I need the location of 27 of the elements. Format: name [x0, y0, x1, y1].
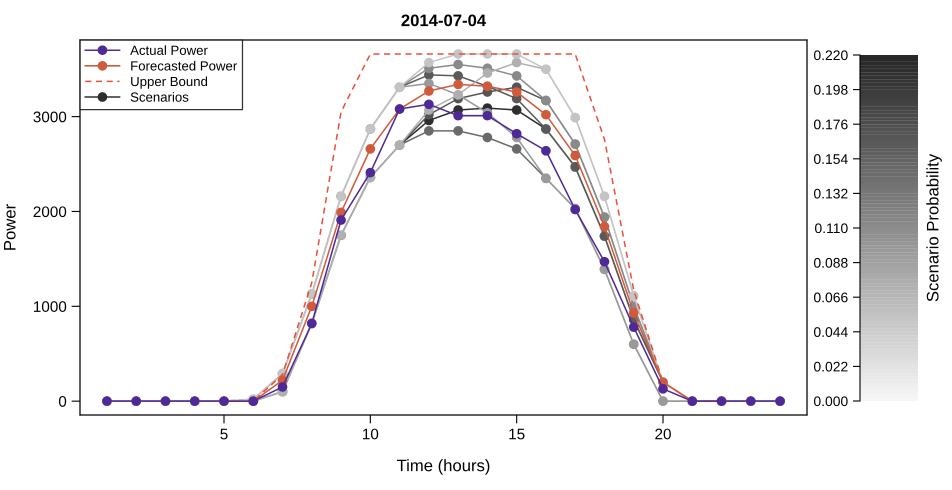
color-bar-label: 0.044 — [814, 327, 848, 337]
color-bar-label: 0.154 — [814, 154, 848, 164]
color-bar-title: Scenario Probability — [926, 154, 942, 302]
legend-label: Actual Power — [130, 45, 208, 55]
x-tick-label: 10 — [363, 428, 378, 440]
color-bar-label: 0.000 — [814, 396, 848, 406]
x-axis-title: Time (hours) — [396, 459, 490, 475]
chart-title: 2014-07-04 — [401, 14, 486, 26]
x-tick-label: 20 — [655, 428, 671, 440]
color-bar-label: 0.022 — [814, 362, 848, 372]
legend-label: Scenarios — [130, 92, 188, 102]
y-axis-title: Power — [4, 204, 16, 250]
color-bar-label: 0.198 — [814, 84, 848, 95]
color-bar-label: 0.088 — [814, 258, 848, 268]
x-tick-label: 15 — [509, 428, 525, 440]
legend-label: Upper Bound — [131, 76, 208, 89]
color-bar-label: 0.066 — [814, 292, 848, 302]
legend-label: Forecasted Power — [131, 60, 237, 71]
y-tick-label: 2000 — [34, 206, 66, 218]
y-tick-label: 3000 — [33, 112, 66, 122]
y-tick-label: 1000 — [34, 301, 66, 312]
x-tick-label: 5 — [220, 428, 228, 440]
color-bar-label: 0.220 — [814, 50, 848, 60]
color-bar-label: 0.176 — [814, 120, 848, 130]
color-bar-label: 0.132 — [814, 188, 848, 199]
y-tick-label: 0 — [58, 396, 66, 407]
color-bar-label: 0.110 — [815, 223, 848, 234]
